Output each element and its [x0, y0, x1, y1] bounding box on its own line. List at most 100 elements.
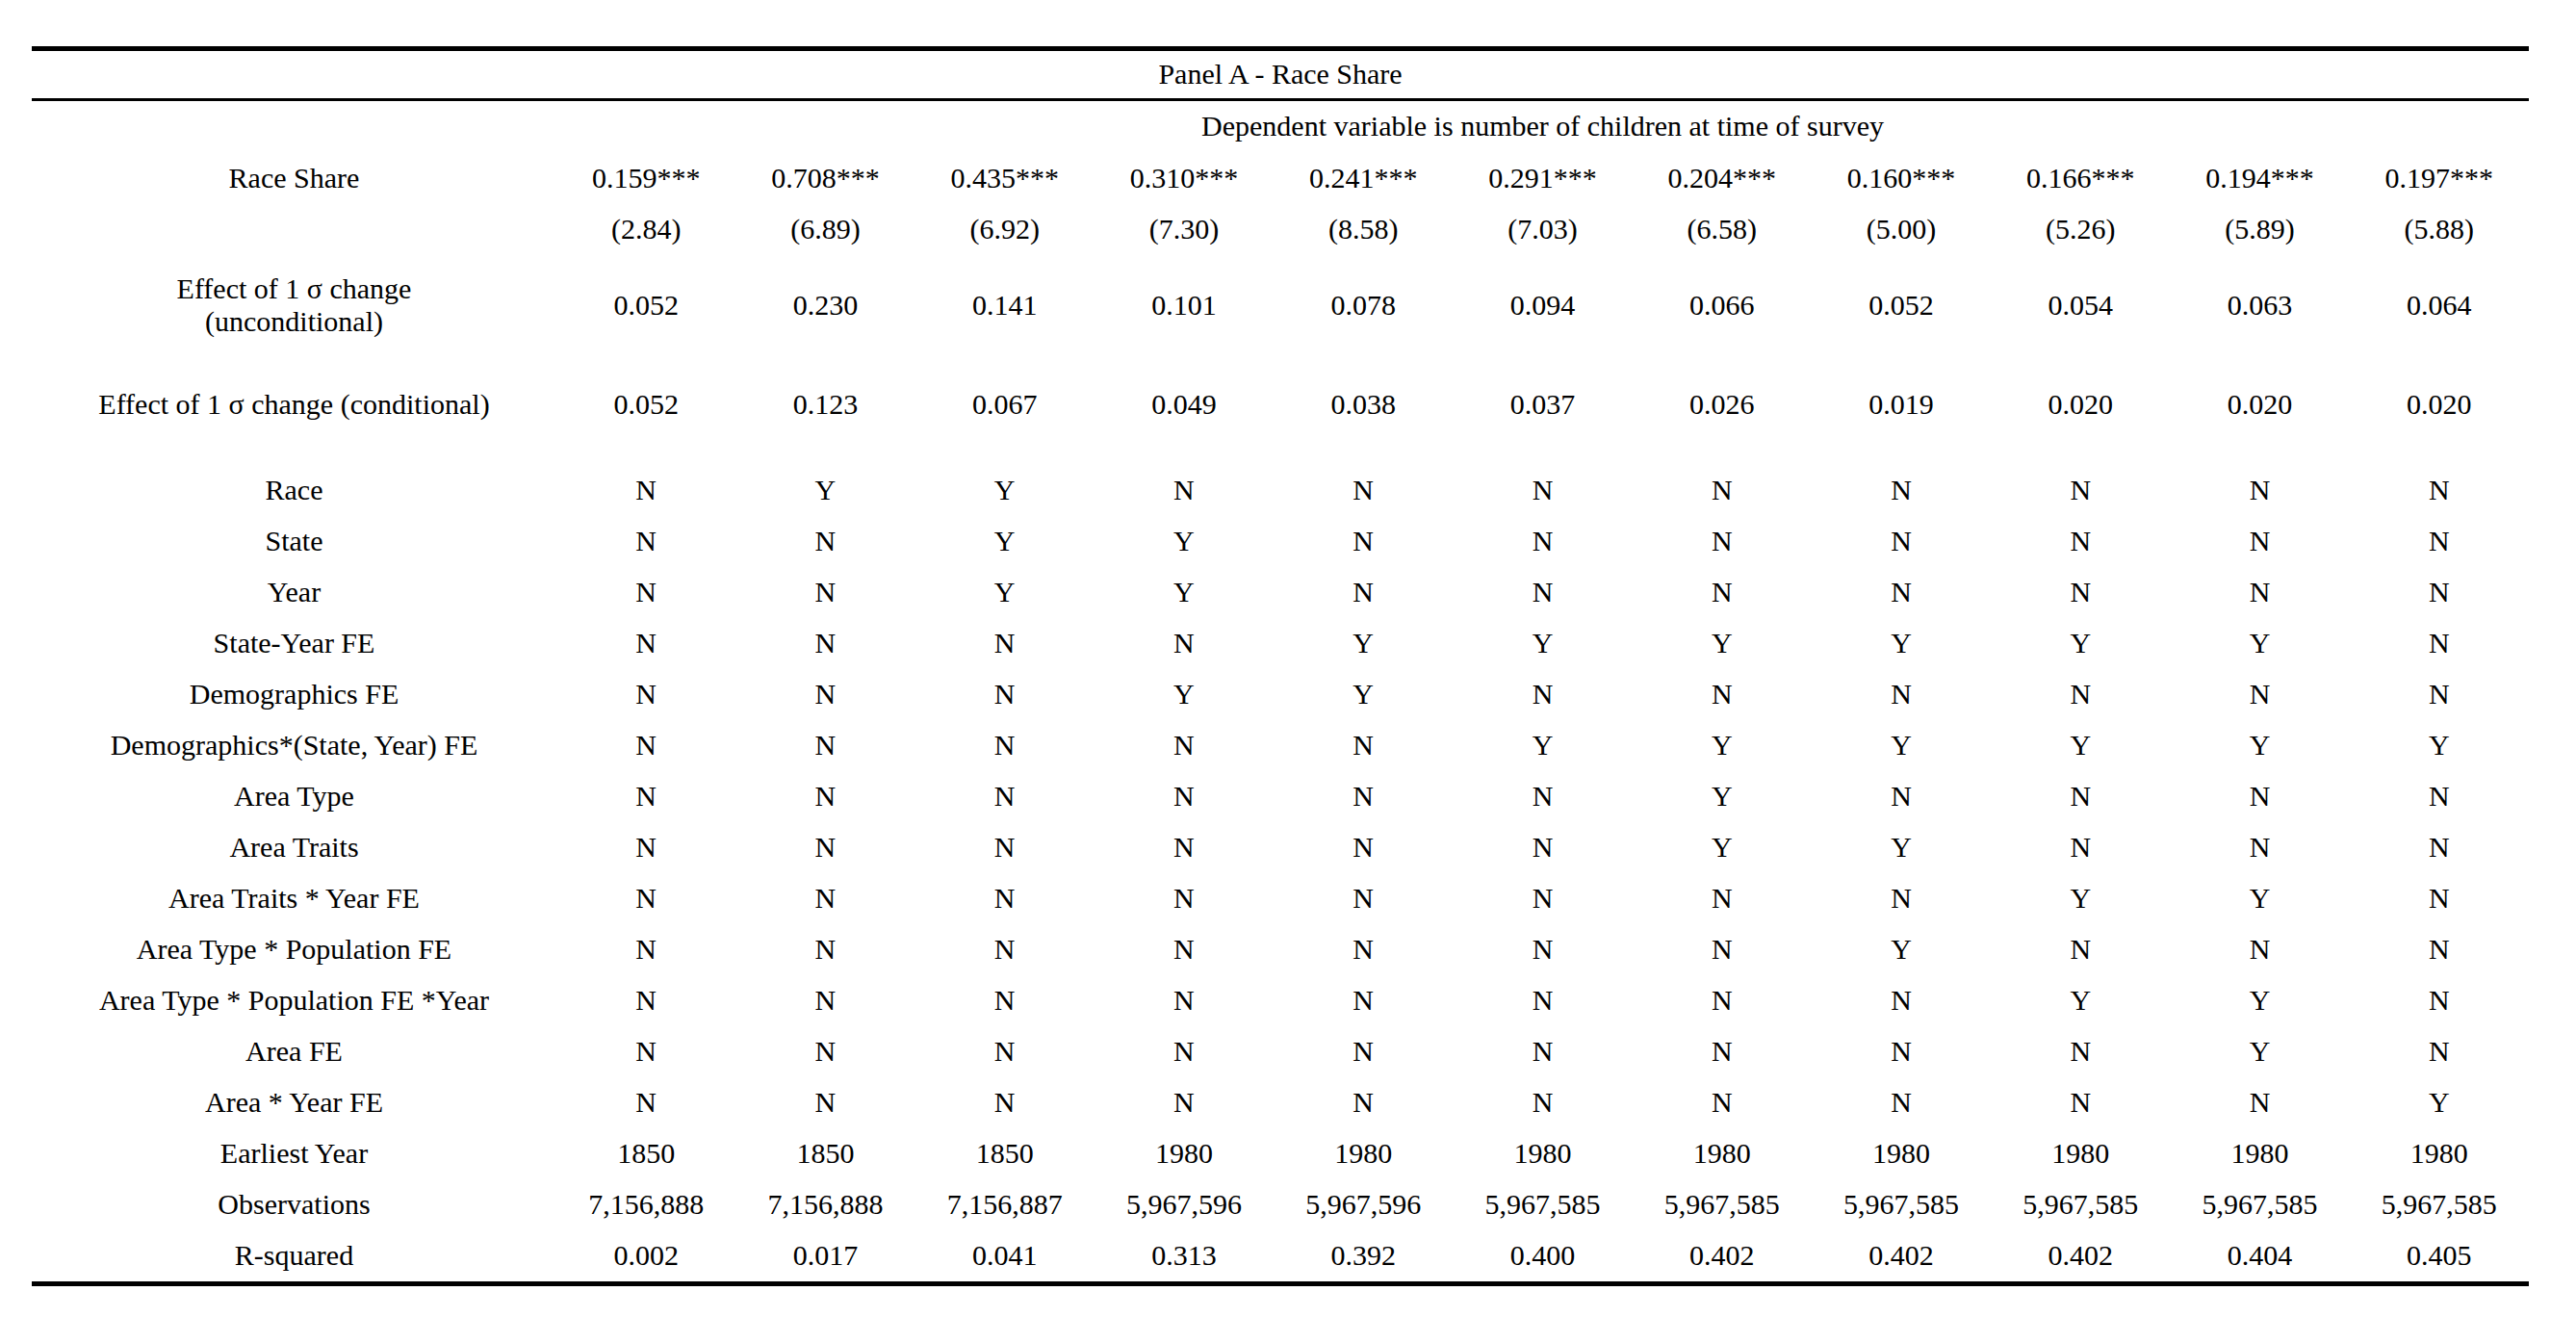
- cell-value: 0.402: [1633, 1230, 1812, 1284]
- cell-value: (7.30): [1095, 204, 1274, 254]
- table-row: [32, 356, 2529, 376]
- cell-value: N: [556, 975, 735, 1026]
- cell-value: 5,967,585: [2350, 1179, 2529, 1230]
- cell-value: Y: [1095, 669, 1274, 720]
- cell-value: Y: [1991, 873, 2170, 924]
- cell-value: N: [1274, 516, 1453, 567]
- table-row: Area * Year FENNNNNNNNNNY: [32, 1077, 2529, 1128]
- cell-value: 0.020: [2170, 376, 2349, 432]
- cell-value: 5,967,585: [1453, 1179, 1632, 1230]
- cell-value: N: [2170, 1077, 2349, 1128]
- cell-value: N: [1633, 975, 1812, 1026]
- row-label: R-squared: [32, 1230, 556, 1284]
- cell-value: 0.020: [2350, 376, 2529, 432]
- cell-value: 0.049: [1095, 376, 1274, 432]
- cell-value: N: [1274, 1077, 1453, 1128]
- cell-value: Y: [1453, 618, 1632, 669]
- cell-value: N: [1633, 567, 1812, 618]
- row-label: Area FE: [32, 1026, 556, 1077]
- cell-value: 0.101: [1095, 254, 1274, 356]
- cell-value: N: [1095, 720, 1274, 771]
- cell-value: N: [915, 1026, 1095, 1077]
- cell-value: N: [556, 1077, 735, 1128]
- cell-value: N: [1095, 771, 1274, 822]
- cell-value: 0.094: [1453, 254, 1632, 356]
- cell-value: Y: [1633, 618, 1812, 669]
- cell-value: N: [2350, 975, 2529, 1026]
- cell-value: (6.89): [735, 204, 914, 254]
- cell-value: 0.400: [1453, 1230, 1632, 1284]
- cell-value: N: [556, 618, 735, 669]
- cell-value: 0.404: [2170, 1230, 2349, 1284]
- cell-value: N: [735, 720, 914, 771]
- cell-value: N: [2350, 1026, 2529, 1077]
- row-label: State-Year FE: [32, 618, 556, 669]
- cell-value: 1980: [1633, 1128, 1812, 1179]
- row-label: Observations: [32, 1179, 556, 1230]
- cell-value: 5,967,585: [1633, 1179, 1812, 1230]
- cell-value: Y: [1991, 720, 2170, 771]
- cell-value: 0.020: [1991, 376, 2170, 432]
- cell-value: N: [2350, 516, 2529, 567]
- cell-value: 0.054: [1991, 254, 2170, 356]
- cell-value: 0.019: [1812, 376, 1991, 432]
- cell-value: N: [2350, 822, 2529, 873]
- cell-value: N: [735, 1026, 914, 1077]
- cell-value: N: [2170, 465, 2349, 516]
- table-row: Area FENNNNNNNNNYN: [32, 1026, 2529, 1077]
- cell-value: N: [1633, 669, 1812, 720]
- cell-value: N: [735, 771, 914, 822]
- cell-value: 0.230: [735, 254, 914, 356]
- cell-value: N: [2350, 873, 2529, 924]
- cell-value: 0.002: [556, 1230, 735, 1284]
- cell-value: 0.066: [1633, 254, 1812, 356]
- cell-value: N: [556, 873, 735, 924]
- row-label: Area Type: [32, 771, 556, 822]
- cell-value: 0.063: [2170, 254, 2349, 356]
- cell-value: N: [735, 822, 914, 873]
- cell-value: 5,967,585: [1812, 1179, 1991, 1230]
- cell-value: N: [1812, 567, 1991, 618]
- cell-value: 0.241***: [1274, 152, 1453, 204]
- cell-value: N: [1633, 873, 1812, 924]
- cell-value: (7.03): [1453, 204, 1632, 254]
- table-row: StateNNYYNNNNNNN: [32, 516, 2529, 567]
- row-label: Race: [32, 465, 556, 516]
- table-row: Area TraitsNNNNNNYYNNN: [32, 822, 2529, 873]
- cell-value: 0.064: [2350, 254, 2529, 356]
- cell-value: 0.141: [915, 254, 1095, 356]
- table-row: Area Type * Population FENNNNNNNYNNN: [32, 924, 2529, 975]
- regression-table: Panel A - Race Share Dependent variable …: [32, 46, 2529, 1286]
- cell-value: N: [2350, 771, 2529, 822]
- cell-value: 1980: [2170, 1128, 2349, 1179]
- cell-value: N: [556, 465, 735, 516]
- cell-value: N: [1633, 1026, 1812, 1077]
- spacer-cell: [32, 432, 2529, 465]
- cell-value: Y: [1812, 822, 1991, 873]
- cell-value: N: [1991, 567, 2170, 618]
- cell-value: Y: [2170, 873, 2349, 924]
- cell-value: N: [556, 771, 735, 822]
- cell-value: Y: [2170, 720, 2349, 771]
- cell-value: Y: [2170, 618, 2349, 669]
- cell-value: N: [1095, 873, 1274, 924]
- cell-value: 0.313: [1095, 1230, 1274, 1284]
- cell-value: N: [735, 567, 914, 618]
- cell-value: 0.708***: [735, 152, 914, 204]
- cell-value: 5,967,585: [2170, 1179, 2349, 1230]
- cell-value: N: [556, 924, 735, 975]
- cell-value: Y: [1095, 516, 1274, 567]
- table-row: Area Traits * Year FENNNNNNNNYYN: [32, 873, 2529, 924]
- cell-value: Y: [1633, 771, 1812, 822]
- panel-title: Panel A - Race Share: [32, 49, 2529, 100]
- cell-value: 1980: [1095, 1128, 1274, 1179]
- table-body: Panel A - Race Share Dependent variable …: [32, 49, 2529, 1284]
- cell-value: N: [1453, 873, 1632, 924]
- cell-value: N: [1274, 567, 1453, 618]
- cell-value: N: [556, 669, 735, 720]
- dependent-variable-note: Dependent variable is number of children…: [556, 100, 2529, 153]
- cell-value: (6.58): [1633, 204, 1812, 254]
- cell-value: Y: [1812, 618, 1991, 669]
- cell-value: N: [2170, 771, 2349, 822]
- cell-value: N: [915, 822, 1095, 873]
